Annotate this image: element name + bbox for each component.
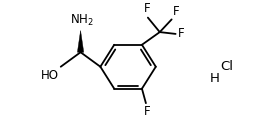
Text: Cl: Cl [221,60,234,73]
Text: HO: HO [41,69,59,82]
Text: F: F [173,5,179,18]
Text: H: H [209,72,219,85]
Text: F: F [178,27,184,40]
Text: F: F [144,105,150,118]
Text: F: F [144,2,150,15]
Polygon shape [78,30,84,52]
Text: NH$_2$: NH$_2$ [70,13,94,28]
